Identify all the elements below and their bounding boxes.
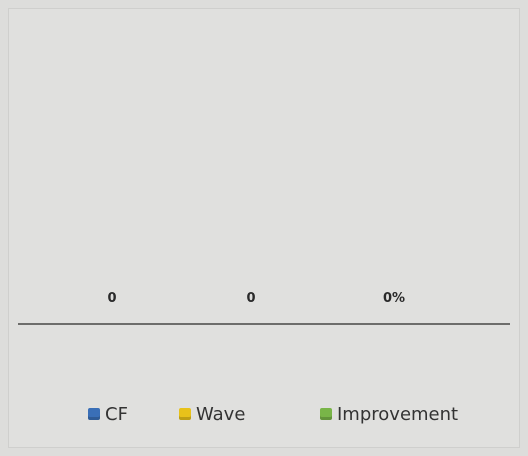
x-axis-baseline xyxy=(18,323,510,325)
data-label-wave: 0 xyxy=(246,291,256,306)
legend-swatch-improvement xyxy=(320,408,332,420)
legend-swatch-cf xyxy=(88,408,100,420)
chart-legend: CF Wave Improvement xyxy=(0,402,528,426)
legend-swatch-wave xyxy=(179,408,191,420)
data-label-cf: 0 xyxy=(107,291,117,306)
legend-item-wave[interactable]: Wave xyxy=(179,402,245,426)
data-label-improvement: 0% xyxy=(382,291,406,306)
chart-panel xyxy=(8,8,520,448)
legend-item-cf[interactable]: CF xyxy=(88,402,128,426)
legend-label-improvement: Improvement xyxy=(337,403,459,425)
legend-item-improvement[interactable]: Improvement xyxy=(320,402,458,426)
legend-label-cf: CF xyxy=(105,403,128,425)
legend-label-wave: Wave xyxy=(196,403,246,425)
